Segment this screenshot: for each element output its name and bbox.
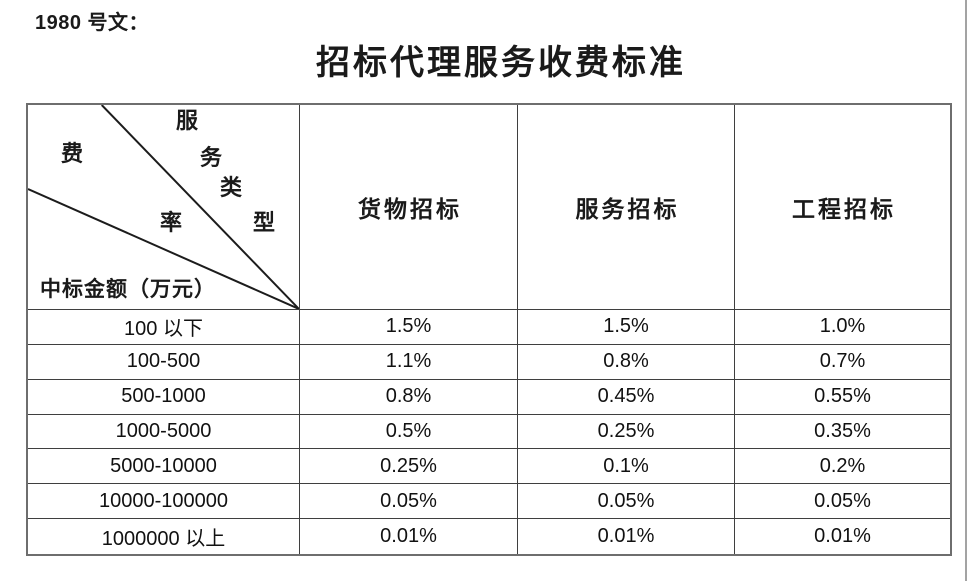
table-row-amount-range-cell: 100 以下 bbox=[28, 310, 300, 345]
corner-amount-axis-label: 中标金额（万元） bbox=[40, 277, 216, 301]
table-row-rate-cell: 0.05% bbox=[518, 484, 735, 520]
table-corner-header-cell: 服 务 类 型 费 率 中标金额（万元） bbox=[28, 105, 300, 310]
table-row-rate-cell: 0.2% bbox=[735, 449, 950, 485]
table-row-rate-cell: 0.7% bbox=[735, 345, 950, 380]
table-row-rate-cell: 0.55% bbox=[735, 380, 950, 415]
table-row-rate-cell: 0.25% bbox=[518, 414, 735, 450]
column-header-service-bidding: 服务招标 bbox=[518, 105, 735, 310]
table-row-rate-cell: 1.1% bbox=[300, 344, 518, 380]
fee-standard-table: 服 务 类 型 费 率 中标金额（万元） 货物招标 服务招标 工程招标 100 … bbox=[26, 103, 952, 556]
corner-rate-char: 费 bbox=[61, 141, 84, 166]
table-row-rate-cell: 1.5% bbox=[300, 310, 518, 345]
table-row-amount-range-cell: 1000-5000 bbox=[28, 414, 300, 450]
table-row-rate-cell: 0.05% bbox=[300, 484, 518, 520]
corner-service-type-char: 类 bbox=[220, 175, 243, 200]
column-header-goods-bidding: 货物招标 bbox=[300, 105, 518, 310]
table-row-rate-cell: 1.5% bbox=[518, 310, 735, 345]
table-row-rate-cell: 0.25% bbox=[300, 449, 518, 485]
table-row-rate-cell: 0.8% bbox=[300, 379, 518, 415]
table-row-rate-cell: 0.5% bbox=[300, 414, 518, 450]
table-row-rate-cell: 0.1% bbox=[518, 449, 735, 485]
table-row-amount-range-cell: 5000-10000 bbox=[28, 449, 300, 485]
table-row-rate-cell: 0.01% bbox=[300, 519, 518, 554]
document-ref-label: 1980 号文： bbox=[35, 12, 150, 34]
table-row-rate-cell: 0.01% bbox=[518, 519, 735, 554]
table-row-rate-cell: 1.0% bbox=[735, 310, 950, 345]
table-row-amount-range-cell: 500-1000 bbox=[28, 379, 300, 415]
column-header-engineering-bidding: 工程招标 bbox=[735, 105, 950, 310]
diagonal-split-lines bbox=[28, 105, 299, 309]
corner-service-type-char: 务 bbox=[200, 145, 223, 170]
table-row-rate-cell: 0.01% bbox=[814, 525, 871, 548]
table-row-rate-cell: 0.8% bbox=[518, 344, 735, 380]
table-row-rate-cell: 0.05% bbox=[735, 484, 950, 520]
table-row-rate-cell: 0.35% bbox=[735, 415, 950, 450]
corner-service-type-char: 型 bbox=[253, 210, 276, 235]
page-edge-line bbox=[965, 0, 967, 581]
page-title: 招标代理服务收费标准 bbox=[316, 45, 686, 82]
table-row-amount-range-cell: 10000-100000 bbox=[28, 484, 300, 520]
table-row-rate-cell: 0.45% bbox=[518, 379, 735, 415]
corner-service-type-char: 服 bbox=[176, 108, 199, 133]
table-row-amount-range-cell: 100-500 bbox=[28, 344, 300, 380]
corner-rate-char: 率 bbox=[160, 210, 183, 235]
table-row-amount-range-cell: 1000000 以上 bbox=[28, 519, 300, 554]
